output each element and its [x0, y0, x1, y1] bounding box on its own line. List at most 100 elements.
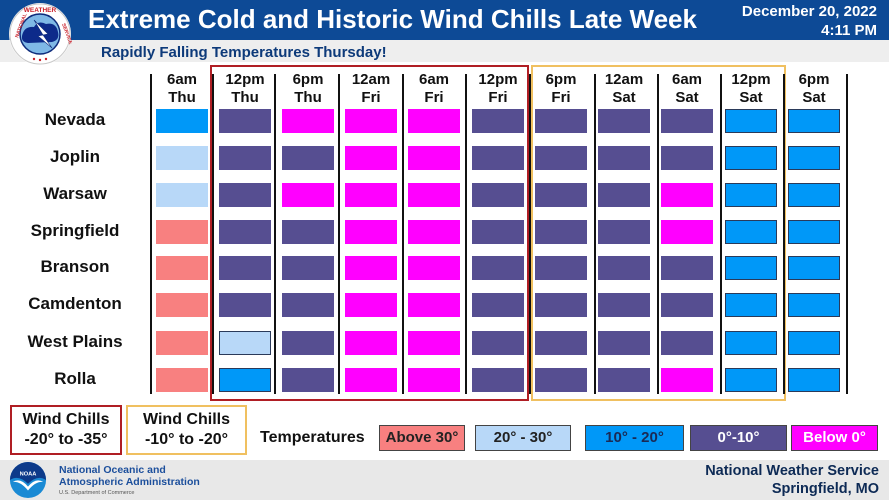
row-label-location: Branson: [40, 257, 110, 276]
temperature-cell: [472, 331, 524, 355]
temperature-cell: [282, 109, 334, 133]
temperature-cell: [788, 293, 840, 317]
temperature-cell: [156, 331, 208, 355]
temperature-cell: [472, 183, 524, 207]
column-separator: [274, 74, 276, 394]
temperature-cell: [788, 220, 840, 244]
column-header: 6am Thu: [152, 71, 212, 107]
temperature-cell: [535, 293, 587, 317]
noaa-logo-icon: NOAA: [9, 461, 47, 499]
temperature-cell: [535, 109, 587, 133]
issued-time: 4:11 PM: [821, 22, 877, 39]
temperature-cell: [535, 146, 587, 170]
column-header: 6pm Sat: [784, 71, 844, 107]
temperature-cell: [282, 183, 334, 207]
temperature-cell: [535, 220, 587, 244]
temperature-cell: [345, 183, 397, 207]
temperature-cell: [219, 183, 271, 207]
column-header-time: 12am: [351, 71, 391, 88]
page-title: Extreme Cold and Historic Wind Chills La…: [88, 4, 697, 34]
temperature-cell: [661, 146, 713, 170]
temperature-cell: [788, 256, 840, 280]
temperature-cell: [156, 368, 208, 392]
temperature-cell: [535, 331, 587, 355]
column-header-day: Sat: [675, 89, 699, 106]
noaa-department: U.S. Department of Commerce: [59, 490, 135, 496]
column-header-day: Fri: [361, 89, 381, 106]
noaa-name-line2: Atmospheric Administration: [59, 476, 200, 488]
column-separator: [402, 74, 404, 394]
column-header-day: Sat: [802, 89, 826, 106]
temperature-cell: [156, 293, 208, 317]
column-header-time: 6pm: [798, 71, 830, 88]
temperature-cell: [282, 368, 334, 392]
column-header-time: 6pm: [545, 71, 577, 88]
svg-text:WEATHER: WEATHER: [24, 7, 57, 14]
column-separator: [783, 74, 785, 394]
temperature-cell: [725, 293, 777, 317]
temperature-cell: [345, 109, 397, 133]
temperature-cell: [156, 183, 208, 207]
wind-chill-legend-moderate-title: Wind Chills: [143, 411, 230, 428]
wind-chill-legend-severe: Wind Chills -20° to -35°: [10, 405, 122, 455]
wind-chill-group-moderate-frame: [531, 65, 786, 401]
wind-chill-legend-moderate-range: -10° to -20°: [144, 431, 229, 448]
row-label-location: Camdenton: [28, 294, 122, 313]
column-header-time: 6am: [418, 71, 450, 88]
temperature-cell: [156, 109, 208, 133]
footer-bar: [0, 460, 889, 500]
temperature-cell: [725, 146, 777, 170]
column-separator: [720, 74, 722, 394]
legend-item-10-20: 10° - 20°: [585, 425, 684, 451]
temperature-cell: [345, 146, 397, 170]
temperature-cell: [661, 293, 713, 317]
temperature-cell: [598, 220, 650, 244]
column-separator: [150, 74, 152, 394]
temperature-cell: [535, 368, 587, 392]
temperature-cell: [661, 220, 713, 244]
wind-chill-legend-severe-title: Wind Chills: [22, 411, 110, 428]
legend-item-above30: Above 30°: [379, 425, 465, 451]
column-separator: [465, 74, 467, 394]
column-header: 12pm Thu: [215, 71, 275, 107]
temperature-cell: [345, 220, 397, 244]
issued-datetime: December 20, 2022 4:11 PM: [742, 2, 877, 40]
row-label-location: Joplin: [49, 147, 101, 166]
temperature-cell: [219, 220, 271, 244]
temperature-cell: [598, 146, 650, 170]
column-header-time: 12pm: [225, 71, 265, 88]
temperature-cell: [219, 109, 271, 133]
column-header-day: Thu: [231, 89, 259, 106]
temperature-cell: [788, 368, 840, 392]
temperature-cell: [661, 183, 713, 207]
row-label-location: Springfield: [30, 221, 120, 240]
temperature-cell: [661, 331, 713, 355]
temperature-cell: [219, 256, 271, 280]
temperature-cell: [725, 220, 777, 244]
subtitle-bar: [0, 40, 889, 62]
column-header-time: 6am: [166, 71, 198, 88]
noaa-name-line1: National Oceanic and: [59, 464, 166, 476]
temperature-cell: [598, 331, 650, 355]
legend-item-0-10: 0°-10°: [690, 425, 787, 451]
column-header: 12pm Sat: [721, 71, 781, 107]
column-separator: [657, 74, 659, 394]
temperature-cell: [408, 146, 460, 170]
temperature-cell: [408, 256, 460, 280]
temperature-cell: [598, 368, 650, 392]
temperature-cell: [725, 368, 777, 392]
column-header-day: Thu: [168, 89, 196, 106]
column-header-day: Sat: [739, 89, 763, 106]
temperature-cell: [788, 183, 840, 207]
column-separator: [212, 74, 214, 394]
column-header-day: Fri: [424, 89, 444, 106]
column-header: 6am Sat: [657, 71, 717, 107]
temperature-cell: [472, 293, 524, 317]
temperature-cell: [156, 220, 208, 244]
temperature-cell: [661, 109, 713, 133]
temperature-cell: [788, 146, 840, 170]
temperature-cell: [408, 331, 460, 355]
temperature-cell: [219, 146, 271, 170]
column-header-time: 12pm: [478, 71, 518, 88]
temperature-cell: [282, 293, 334, 317]
